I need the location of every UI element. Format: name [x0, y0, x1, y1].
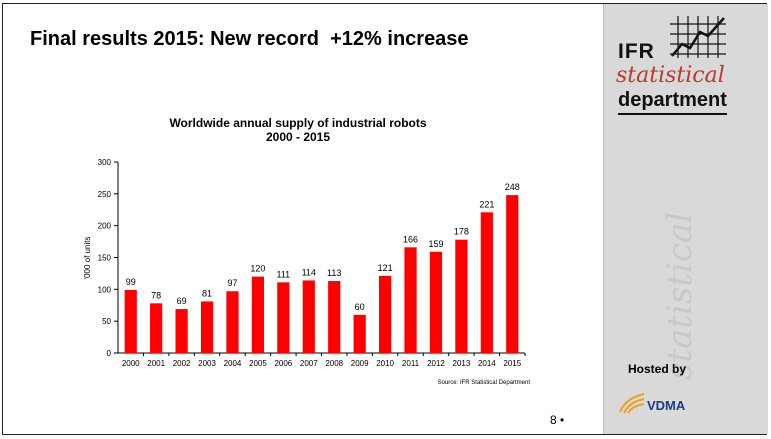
slide-title: Final results 2015: New record +12% incr… [30, 28, 469, 50]
plot-area: 0 50 100 150 200 250 300 99 2000 78 2001 69 2002 81 20… [98, 158, 526, 368]
chart-source: Source: IFR Statistical Department [438, 380, 531, 386]
data-label: 111 [277, 269, 291, 279]
bar-2013 [455, 239, 468, 353]
bar-2011 [404, 247, 417, 353]
chart-title: Worldwide annual supply of industrial ro… [169, 116, 426, 130]
vdma-logo-text: VDMA [647, 398, 686, 413]
y-tick-label: 100 [98, 285, 112, 294]
y-tick-label: 150 [98, 254, 112, 263]
data-label: 60 [355, 302, 365, 312]
bar-2003 [200, 301, 214, 353]
branding-sidebar [603, 4, 768, 434]
bar-2015 [506, 195, 519, 353]
data-label: 121 [378, 263, 393, 273]
x-tick-label: 2015 [503, 359, 521, 368]
x-tick-label: 2007 [300, 359, 318, 368]
x-tick-label: 2013 [453, 359, 471, 368]
ifr-logo-text: IFR [618, 40, 655, 63]
x-tick-label: 2006 [274, 359, 292, 368]
bar-2007 [302, 280, 315, 353]
data-label: 78 [151, 290, 161, 300]
bar-2005 [251, 276, 265, 353]
x-tick-label: 2008 [325, 359, 343, 368]
x-tick-label: 2002 [173, 359, 191, 368]
bar-2002 [175, 309, 188, 353]
bar-2008 [328, 281, 341, 353]
data-label: 97 [227, 278, 237, 288]
bar-2014 [480, 212, 493, 353]
data-label: 221 [479, 199, 494, 209]
bar-chart: Worldwide annual supply of industrial ro… [83, 116, 531, 386]
x-tick-label: 2011 [402, 359, 420, 368]
data-label: 81 [202, 288, 212, 298]
statistical-logo-text: statistical [616, 63, 725, 88]
x-tick-label: 2003 [198, 359, 216, 368]
chart-subtitle: 2000 - 2015 [266, 130, 330, 144]
y-tick-label: 250 [98, 190, 112, 199]
data-label: 166 [403, 234, 418, 244]
data-label: 178 [454, 227, 469, 237]
bar-2009 [353, 314, 366, 353]
statistical-watermark: statistical [660, 211, 700, 380]
x-tick-label: 2012 [427, 359, 445, 368]
bar-2001 [150, 303, 163, 353]
bar-2006 [277, 282, 290, 353]
data-label: 120 [250, 264, 265, 274]
bar-2004 [226, 291, 239, 353]
data-label: 248 [505, 182, 520, 192]
hosted-by-label: Hosted by [628, 362, 687, 376]
page-number: 8 • [550, 413, 565, 427]
x-tick-label: 2014 [478, 359, 496, 368]
data-label: 99 [126, 277, 136, 287]
data-label: 113 [327, 268, 341, 278]
bar-2000 [124, 289, 137, 353]
x-tick-label: 2005 [249, 359, 267, 368]
data-label: 159 [428, 239, 443, 249]
ifr-grid-logo-icon [670, 16, 726, 58]
x-tick-label: 2010 [376, 359, 394, 368]
y-tick-label: 200 [98, 222, 112, 231]
x-tick-label: 2004 [224, 359, 242, 368]
data-label: 114 [302, 267, 316, 277]
y-tick-label: 300 [98, 158, 112, 167]
bar-2012 [429, 251, 443, 353]
bar-2010 [378, 275, 392, 353]
department-logo-text: department [618, 89, 727, 115]
data-label: 69 [177, 296, 187, 306]
x-tick-label: 2000 [122, 359, 140, 368]
vdma-logo-icon [619, 393, 645, 414]
y-tick-label: 50 [102, 317, 111, 326]
y-axis-label: '000 of units [83, 237, 92, 280]
y-tick-label: 0 [107, 349, 112, 358]
x-tick-label: 2001 [147, 359, 165, 368]
x-tick-label: 2009 [351, 359, 369, 368]
